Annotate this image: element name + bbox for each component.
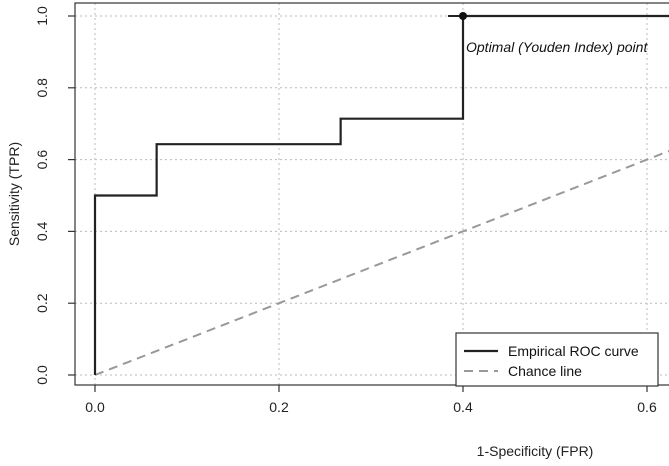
y-tick-label: 0.6 — [34, 150, 50, 170]
grid — [75, 3, 669, 385]
x-axis: 0.00.20.40.60.81.0 — [85, 385, 657, 415]
plot-frame — [74, 2, 669, 386]
x-tick-label: 0.0 — [85, 399, 105, 415]
y-tick-label: 0.2 — [34, 293, 50, 313]
y-axis: 0.0 0.2 0.4 0.6 0.8 1.0 — [34, 6, 75, 385]
y-tick-label: 0.0 — [34, 365, 50, 385]
x-axis-title: 1-Specificity (FPR) — [477, 443, 594, 459]
y-tick-label: 0.4 — [34, 221, 50, 241]
x-tick-label: 0.4 — [453, 399, 473, 415]
x-tick-label: 0.6 — [637, 399, 657, 415]
y-axis-title: Sensitivity (TPR) — [6, 142, 22, 246]
optimal-point — [459, 12, 467, 20]
roc-curve — [93, 14, 669, 375]
optimal-point-annotation: Optimal (Youden Index) point — [466, 39, 648, 55]
y-tick-label: 1.0 — [34, 6, 50, 26]
x-tick-label: 0.2 — [269, 399, 289, 415]
legend-label-chance: Chance line — [508, 363, 582, 379]
legend-label-roc: Empirical ROC curve — [508, 343, 639, 359]
y-tick-label: 0.8 — [34, 78, 50, 98]
chance-line — [94, 149, 669, 376]
legend-box — [455, 332, 659, 387]
legend: Empirical ROC curve Chance line — [455, 332, 659, 387]
